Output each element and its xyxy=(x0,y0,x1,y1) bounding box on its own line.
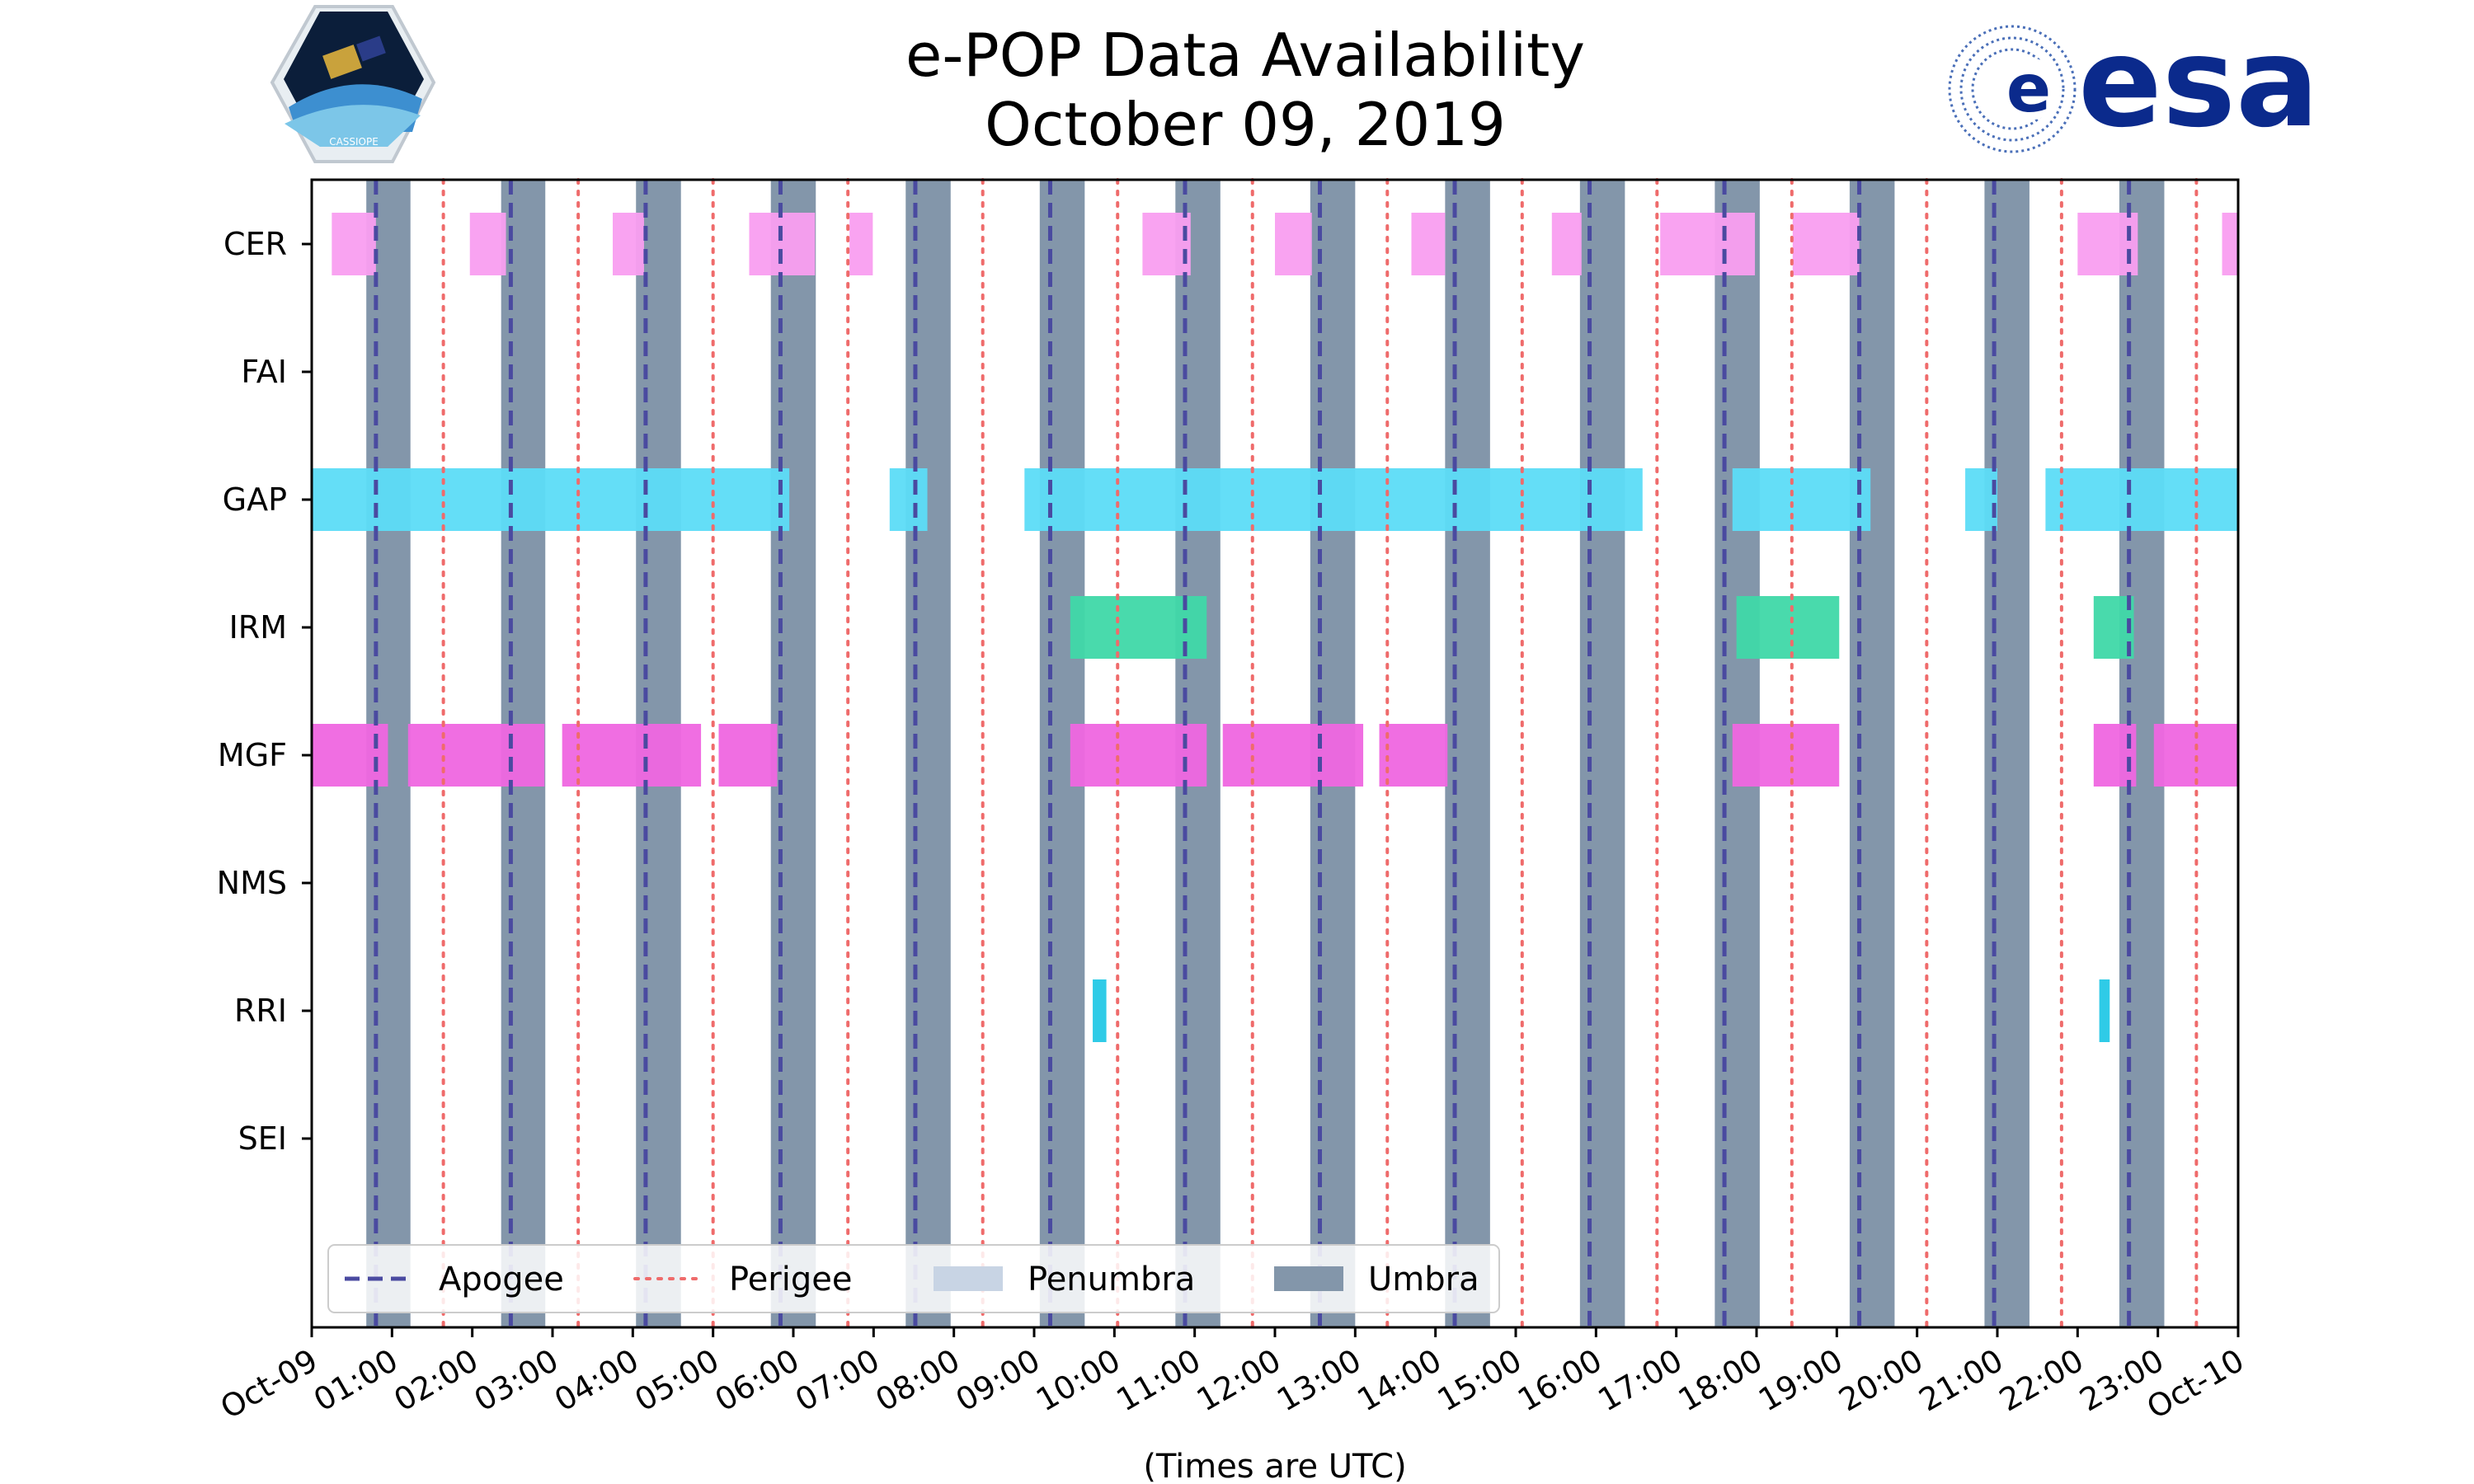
availability-bar-gap xyxy=(1024,468,1643,531)
x-tick-label: 09:00 xyxy=(950,1342,1047,1419)
availability-bar-gap xyxy=(889,468,928,531)
availability-bar-mgf xyxy=(2093,724,2137,787)
y-tick-label: FAI xyxy=(241,354,287,390)
availability-bar-cer xyxy=(2222,213,2238,275)
availability-bar-gap xyxy=(1965,468,1997,531)
availability-bar-cer xyxy=(849,213,873,275)
umbra-band xyxy=(905,180,951,1327)
x-tick-label: 02:00 xyxy=(388,1342,484,1419)
legend-label: Penumbra xyxy=(1028,1261,1195,1298)
y-tick-label: GAP xyxy=(223,481,287,518)
availability-bar-mgf xyxy=(407,724,545,787)
legend-swatch-penumbra xyxy=(934,1266,1003,1291)
availability-bar-gap xyxy=(1732,468,1871,531)
availability-bar-cer xyxy=(1275,213,1312,275)
y-tick-label: SEI xyxy=(238,1120,287,1157)
x-tick-label: 21:00 xyxy=(1913,1342,2010,1419)
x-tick-label: 16:00 xyxy=(1512,1342,1608,1419)
x-tick-label: 13:00 xyxy=(1271,1342,1367,1419)
y-tick-label: CER xyxy=(223,226,287,262)
availability-bar-cer xyxy=(1792,213,1860,275)
cassiope-logo-text: CASSIOPE xyxy=(329,136,379,148)
umbra-band xyxy=(1579,180,1625,1327)
availability-bar-mgf xyxy=(1732,724,1840,787)
x-tick-label: 11:00 xyxy=(1110,1342,1206,1419)
availability-bar-cer xyxy=(1660,213,1756,275)
x-axis-label: (Times are UTC) xyxy=(1143,1448,1406,1484)
legend-box xyxy=(327,1244,1500,1313)
y-tick-label: NMS xyxy=(217,865,287,901)
esa-logo-swirl: e xyxy=(1948,25,2077,153)
availability-bar-mgf xyxy=(1222,724,1364,787)
umbra-bands xyxy=(366,180,2165,1327)
availability-bar-gap xyxy=(312,468,790,531)
x-tick-label: 12:00 xyxy=(1191,1342,1287,1419)
apogee-lines xyxy=(374,180,2132,1327)
umbra-band xyxy=(1984,180,2030,1327)
x-tick-label: 04:00 xyxy=(548,1342,645,1419)
esa-logo-text: esa xyxy=(2078,12,2319,155)
y-axis: CER FAI GAP IRM MGF NMS RRI SEI xyxy=(217,226,312,1157)
x-tick-label: 20:00 xyxy=(1832,1342,1929,1419)
esa-logo: e esa xyxy=(1948,12,2319,155)
x-tick-label: 19:00 xyxy=(1752,1342,1849,1419)
availability-bar-mgf xyxy=(562,724,702,787)
legend-swatch-umbra xyxy=(1274,1266,1343,1291)
x-tick-label: 18:00 xyxy=(1672,1342,1769,1419)
x-tick-label: 08:00 xyxy=(869,1342,966,1419)
x-tick-label: 15:00 xyxy=(1432,1342,1528,1419)
availability-bar-irm xyxy=(1736,596,1840,659)
x-tick-label: 10:00 xyxy=(1030,1342,1126,1419)
umbra-band xyxy=(770,180,816,1327)
umbra-band xyxy=(1445,180,1490,1327)
legend-label: Perigee xyxy=(729,1261,852,1298)
x-axis: Oct-0901:0002:0003:0004:0005:0006:0007:0… xyxy=(214,1327,2251,1426)
x-tick-label: 14:00 xyxy=(1351,1342,1447,1419)
cassiope-logo: CASSIOPE xyxy=(270,5,436,163)
legend: Apogee Perigee Penumbra Umbra xyxy=(327,1244,1500,1313)
x-tick-label: 07:00 xyxy=(789,1342,886,1419)
availability-bar-rri xyxy=(1093,979,1107,1042)
x-tick-label: Oct-09 xyxy=(214,1342,324,1426)
availability-bar-cer xyxy=(2077,213,2138,275)
legend-label: Apogee xyxy=(439,1261,564,1298)
y-tick-label: IRM xyxy=(229,609,287,646)
availability-bar-mgf xyxy=(1070,724,1207,787)
umbra-band xyxy=(1849,180,1895,1327)
availability-bar-cer xyxy=(749,213,816,275)
x-tick-label: 06:00 xyxy=(709,1342,806,1419)
x-tick-label: 17:00 xyxy=(1592,1342,1688,1419)
y-tick-label: MGF xyxy=(218,737,287,773)
availability-bar-cer xyxy=(613,213,644,275)
availability-bar-cer xyxy=(469,213,506,275)
availability-bar-cer xyxy=(332,213,376,275)
availability-bar-cer xyxy=(1142,213,1191,275)
availability-bar-gap xyxy=(2045,468,2238,531)
availability-bar-cer xyxy=(1411,213,1446,275)
legend-label: Umbra xyxy=(1368,1261,1479,1298)
y-tick-label: RRI xyxy=(234,993,287,1029)
x-tick-label: 01:00 xyxy=(308,1342,404,1419)
availability-bar-mgf xyxy=(1379,724,1448,787)
availability-bar-rri xyxy=(2099,979,2110,1042)
availability-bar-mgf xyxy=(312,724,388,787)
availability-bar-mgf xyxy=(718,724,778,787)
x-tick-label: 03:00 xyxy=(468,1342,565,1419)
svg-text:e: e xyxy=(2006,50,2051,127)
availability-bar-cer xyxy=(1551,213,1582,275)
chart-title: e-POP Data Availability xyxy=(905,21,1585,90)
availability-bars xyxy=(312,213,2238,1042)
x-tick-label: 22:00 xyxy=(1993,1342,2090,1419)
perigee-lines xyxy=(441,178,2199,1329)
x-tick-label: 05:00 xyxy=(628,1342,725,1419)
chart-subtitle: October 09, 2019 xyxy=(985,90,1506,159)
